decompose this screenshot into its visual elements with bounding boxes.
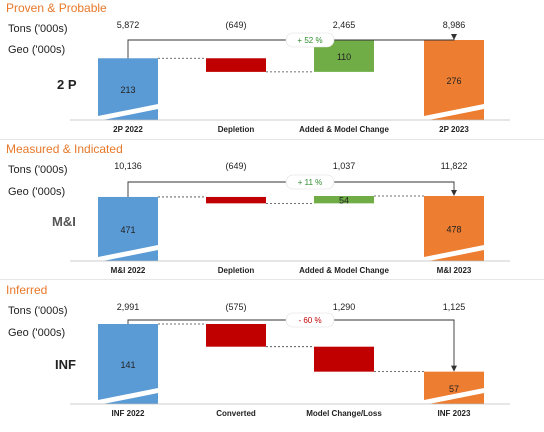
bar-negative: [206, 58, 266, 72]
tons-value: 8,986: [443, 20, 466, 30]
axis-break-mark: [98, 245, 158, 262]
waterfall-chart-inf: 2,991 (575) 1,290 1,125 141 57 - 60 % INF 2022 C…: [70, 302, 510, 418]
row-label-tons: Tons ('000s): [8, 305, 68, 317]
x-tick-label: 2P 2023: [439, 125, 469, 134]
x-tick-label: INF 2022: [112, 409, 145, 418]
x-tick-label: M&I 2022: [111, 266, 146, 275]
bar-negative: [206, 324, 266, 347]
x-tick-label: Converted: [216, 409, 256, 418]
bar-negative: [206, 196, 266, 204]
tons-value: (649): [225, 161, 246, 171]
waterfall-chart-mi: 10,136 (649) 1,037 11,822 471 54 478 + 11 % M&I …: [70, 161, 510, 275]
axis-break-mark: [98, 104, 158, 121]
change-pct-label: + 11 %: [298, 178, 323, 187]
axis-break-mark: [98, 388, 158, 405]
arrow-head: [451, 365, 457, 372]
x-tick-label: M&I 2023: [437, 266, 472, 275]
change-pct-badge: [285, 32, 335, 48]
change-pct-label: + 52 %: [297, 36, 322, 45]
tons-value: (649): [225, 20, 246, 30]
x-tick-label: Depletion: [218, 266, 255, 275]
tons-value: 1,125: [443, 302, 466, 312]
arrow-head: [451, 190, 457, 196]
geo-value: 141: [120, 360, 135, 370]
bar-positive: [314, 196, 374, 204]
row-label-tons: Tons ('000s): [8, 164, 68, 176]
row-label-geo: Geo ('000s): [8, 44, 66, 56]
change-bracket: [127, 319, 455, 368]
arrow-head: [451, 34, 457, 40]
x-tick-label: INF 2023: [438, 409, 471, 418]
change-pct-badge: [285, 312, 335, 328]
row-label-geo: Geo ('000s): [8, 186, 66, 198]
bar-negative: [314, 346, 374, 372]
geo-value: 213: [120, 85, 135, 95]
change-pct-label: - 60 %: [298, 316, 321, 325]
tons-value: (575): [225, 302, 246, 312]
section-title-measured-indicated: Measured & Indicated: [6, 142, 123, 156]
section-title-proven-probable: Proven & Probable: [6, 1, 107, 15]
row-label-geo: Geo ('000s): [8, 327, 66, 339]
geo-value: 57: [449, 384, 459, 394]
x-tick-label: Added & Model Change: [299, 125, 389, 134]
tons-value: 5,872: [117, 20, 140, 30]
category-label-mi: M&I: [52, 214, 76, 229]
section-title-inferred: Inferred: [6, 283, 48, 297]
tons-value: 10,136: [114, 161, 142, 171]
x-tick-label: Depletion: [218, 125, 255, 134]
tons-value: 1,037: [333, 161, 356, 171]
waterfall-chart-2p: 5,872 (649) 2,465 8,986 213 110 276 + 52 % 2P 20…: [70, 20, 510, 134]
category-label-2p: 2 P: [57, 77, 77, 92]
tons-value: 2,991: [117, 302, 140, 312]
change-pct-badge: [285, 174, 335, 190]
tons-value: 2,465: [333, 20, 356, 30]
x-tick-label: 2P 2022: [113, 125, 143, 134]
geo-value: 478: [446, 225, 461, 235]
section-divider: [0, 139, 544, 140]
tons-value: 1,290: [333, 302, 356, 312]
category-label-inf: INF: [55, 357, 76, 372]
section-divider: [0, 279, 544, 280]
geo-value: 54: [339, 196, 349, 206]
x-tick-label: Added & Model Change: [299, 266, 389, 275]
axis-break-mark: [424, 104, 484, 121]
axis-break-mark: [424, 245, 484, 262]
x-tick-label: Model Change/Loss: [306, 409, 382, 418]
geo-value: 276: [446, 76, 461, 86]
axis-break-mark: [424, 388, 484, 405]
tons-value: 11,822: [441, 161, 468, 171]
geo-value: 110: [337, 52, 351, 62]
row-label-tons: Tons ('000s): [8, 23, 68, 35]
geo-value: 471: [120, 225, 135, 235]
